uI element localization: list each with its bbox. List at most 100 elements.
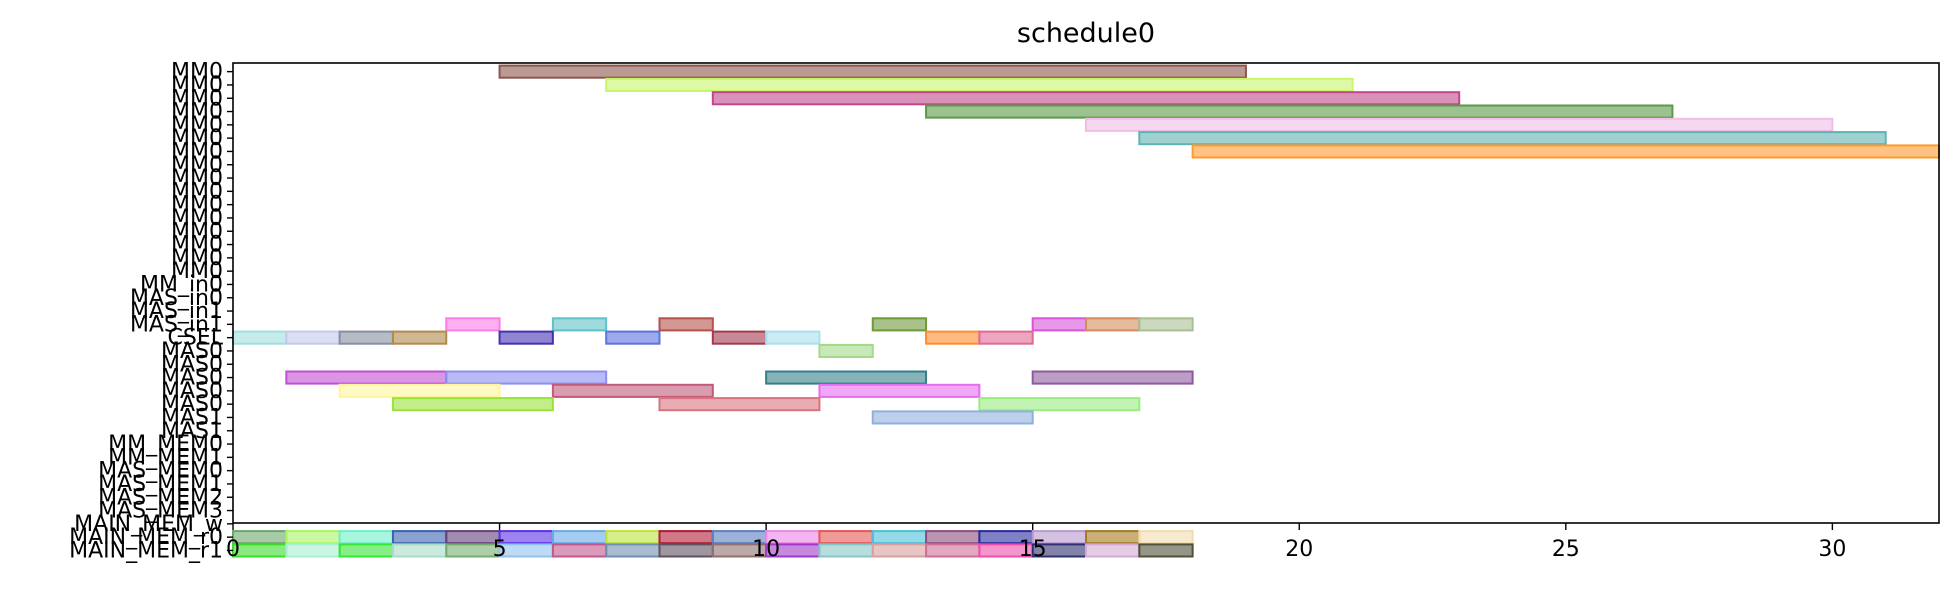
y-tick-label: MAS0 [161, 352, 223, 377]
y-tick-label: MM0 [171, 126, 223, 151]
y-tick-label: MAS_MEM1 [98, 472, 223, 497]
task-bar [391, 543, 448, 558]
y-tick-label: MAS0 [161, 366, 223, 391]
y-tick-label: MM0 [171, 60, 223, 85]
y-tick-label: MM_MEM1 [108, 445, 223, 470]
y-tick-label: MM0 [171, 193, 223, 218]
task-bar [445, 370, 608, 385]
task-bar [338, 383, 501, 398]
y-tick-label: MM_MEM0 [108, 432, 223, 457]
task-bar [498, 64, 1247, 79]
y-tick-label: MM0 [171, 73, 223, 98]
y-tick-label: MAS_MEM2 [98, 485, 223, 510]
y-tick-label: MM_in0 [140, 272, 223, 297]
task-bar [658, 543, 714, 558]
y-tick-label: MM0 [171, 259, 223, 284]
y-tick-label: MAS_MEM3 [98, 499, 223, 524]
x-tick-label: 25 [1552, 537, 1580, 562]
y-tick-label: MAS1 [161, 419, 223, 444]
task-bar [605, 330, 661, 345]
task-bar [498, 330, 554, 345]
y-tick-label: MM0 [171, 246, 223, 271]
task-bar [605, 530, 661, 545]
y-tick-label: MM0 [171, 86, 223, 111]
task-bar [391, 530, 448, 545]
task-bar [551, 383, 714, 398]
y-tick-label: MAS_MEM0 [98, 459, 223, 484]
task-bar [445, 317, 501, 332]
task-bar [285, 370, 448, 385]
task-bar [978, 330, 1034, 345]
task-bar [871, 543, 928, 558]
task-bar [1138, 530, 1194, 545]
y-tick-label: MM0 [171, 206, 223, 231]
task-bar [658, 317, 714, 332]
y-axis: MM0MM0MM0MM0MM0MM0MM0MM0MM0MM0MM0MM0MM0M… [69, 60, 233, 563]
task-bar [1085, 117, 1834, 132]
task-bar [551, 530, 608, 545]
y-tick-label: MAS0 [161, 339, 223, 364]
task-bar [658, 530, 714, 545]
task-bar [338, 543, 394, 558]
y-tick-label: MM0 [171, 113, 223, 138]
y-tick-label: MAS_in0 [130, 286, 223, 311]
y-tick-label: MM0 [171, 139, 223, 164]
task-bar [925, 330, 981, 345]
task-bar [711, 91, 1461, 106]
task-bar [925, 104, 1674, 119]
task-bar [285, 330, 341, 345]
x-tick-label: 30 [1818, 537, 1846, 562]
y-tick-label: MM0 [171, 219, 223, 244]
task-bar [1191, 144, 1940, 159]
task-bar [925, 543, 981, 558]
task-bar [765, 330, 821, 345]
task-bar [978, 397, 1141, 412]
task-bar [711, 330, 768, 345]
bars-layer [232, 64, 1940, 558]
task-bar [818, 343, 874, 358]
task-bar [1031, 370, 1194, 385]
task-bar [498, 543, 554, 558]
y-tick-label: MM0 [171, 166, 223, 191]
x-tick-label: 0 [226, 537, 240, 562]
task-bar [445, 530, 501, 545]
y-tick-label: MM0 [171, 153, 223, 178]
task-bar [1085, 543, 1141, 558]
y-tick-label: MAS_in1 [130, 312, 223, 337]
task-bar [1085, 530, 1141, 545]
task-bar [765, 370, 928, 385]
task-bar [285, 530, 341, 545]
task-bar [818, 530, 874, 545]
task-bar [498, 530, 554, 545]
y-tick-label: MAIN_MEM_w [74, 512, 223, 537]
task-bar [658, 397, 821, 412]
task-bar [1138, 131, 1887, 146]
task-bar [1138, 317, 1194, 332]
task-bar [551, 317, 608, 332]
task-bar [1138, 543, 1194, 558]
y-tick-label: MM0 [171, 233, 223, 258]
task-bar [818, 543, 874, 558]
x-tick-label: 15 [1019, 537, 1047, 562]
task-bar [232, 330, 288, 345]
task-bar [338, 330, 394, 345]
task-bar [232, 543, 288, 558]
chart-title: schedule0 [1017, 18, 1155, 49]
x-axis: 0 5 10 15 20 25 30 [226, 523, 1846, 562]
task-bar [925, 530, 981, 545]
task-bar [445, 543, 501, 558]
y-tick-label: MM0 [171, 179, 223, 204]
task-bar [605, 77, 1354, 93]
y-tick-label: CSEL [168, 326, 224, 351]
plot-frame [232, 62, 1940, 524]
task-bar [1085, 317, 1141, 332]
y-tick-label: MAS_in1 [130, 299, 223, 324]
task-bar [232, 530, 288, 545]
x-tick-label: 10 [752, 537, 780, 562]
task-bar [818, 383, 981, 398]
task-bar [551, 543, 608, 558]
task-bar [285, 543, 341, 558]
task-bar [871, 530, 928, 545]
y-tick-label: MAS1 [161, 405, 223, 430]
y-tick-label: MAS0 [161, 379, 223, 404]
